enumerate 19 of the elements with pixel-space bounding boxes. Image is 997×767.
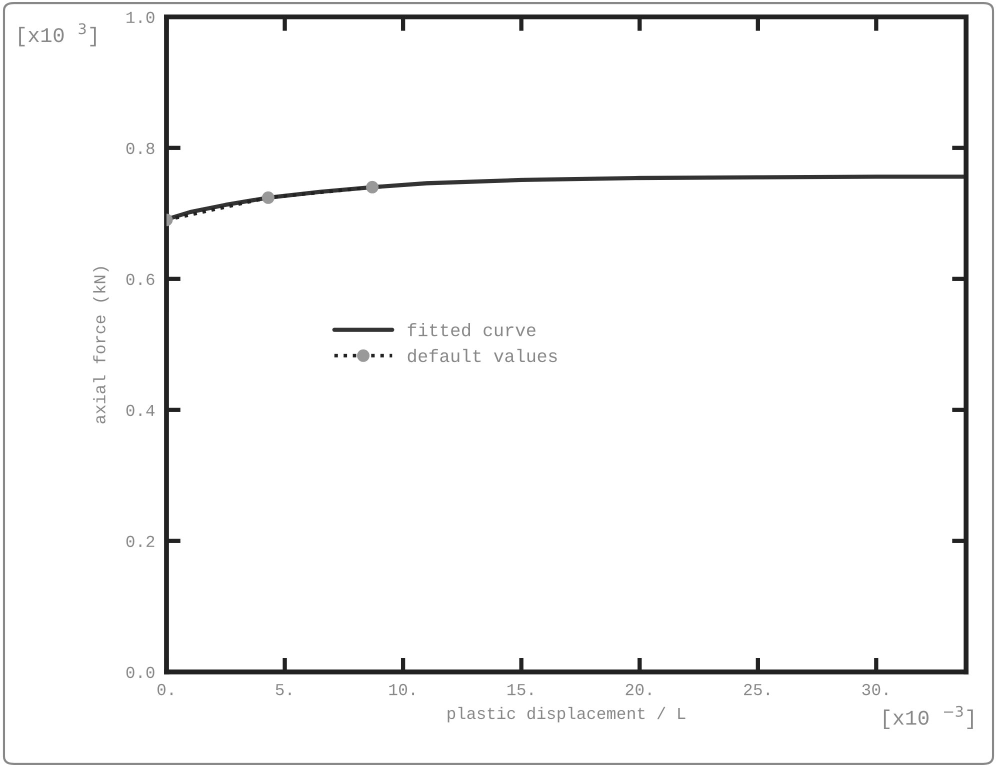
y-tick-label: 0.2 xyxy=(126,536,154,548)
x-tick-label: 30. xyxy=(862,684,888,696)
legend-label: fitted curve xyxy=(408,323,536,336)
x-tick-label: 10. xyxy=(389,684,414,696)
x-tick-label: 0. xyxy=(158,684,172,696)
y-tick-label: 0.6 xyxy=(126,274,154,286)
y-tick-label: 1.0 xyxy=(126,12,154,24)
y-tick-label: 0.4 xyxy=(126,404,155,416)
text: [x10 $^{−3}$] xyxy=(884,706,973,729)
x-tick-label: 5. xyxy=(276,684,291,696)
y-tick-label: 0.8 xyxy=(126,142,154,154)
text: [x10 $^{3}$] xyxy=(19,23,96,46)
x-tick-label: 15. xyxy=(508,684,532,696)
legend-label: default values xyxy=(408,348,557,362)
x-axis-title: plastic displacement / L xyxy=(448,706,686,722)
x-tick-label: 20. xyxy=(626,684,651,696)
y-axis-title: axial force (kN) xyxy=(93,267,109,424)
y-tick-label: 0.0 xyxy=(126,666,154,678)
x-tick-label: 25. xyxy=(744,684,769,696)
